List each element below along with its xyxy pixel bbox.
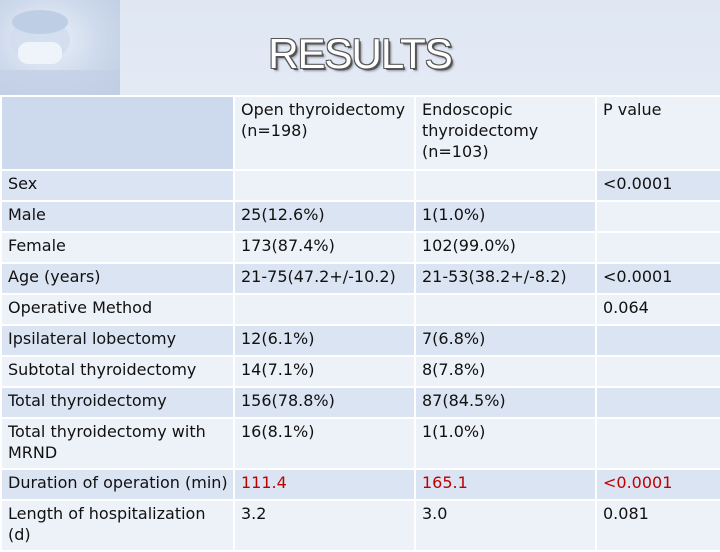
row-endo: 7(6.8%) <box>414 324 597 357</box>
row-p: 0.081 <box>595 499 720 552</box>
surgeon-photo <box>0 0 120 100</box>
row-endo: 3.0 <box>414 499 597 552</box>
header-p-value: P value <box>595 95 720 171</box>
row-p <box>595 200 720 233</box>
table-row: Duration of operation (min) 111.4 165.1 … <box>0 468 720 501</box>
row-label: Sex <box>0 169 235 202</box>
table-row: Total thyroidectomy with MRND 16(8.1%) 1… <box>0 417 720 470</box>
row-p <box>595 386 720 419</box>
row-p: <0.0001 <box>595 262 720 295</box>
page-title: RESULTS <box>268 30 453 77</box>
row-open <box>233 169 416 202</box>
row-label: Total thyroidectomy <box>0 386 235 419</box>
table-header-row: Open thyroidectomy (n=198) Endoscopic th… <box>0 95 720 171</box>
table-row: Sex <0.0001 <box>0 169 720 202</box>
row-endo <box>414 169 597 202</box>
row-open: 111.4 <box>233 468 416 501</box>
table-row: Female 173(87.4%) 102(99.0%) <box>0 231 720 264</box>
row-open: 21-75(47.2+/-10.2) <box>233 262 416 295</box>
table-row: Operative Method 0.064 <box>0 293 720 326</box>
row-open: 25(12.6%) <box>233 200 416 233</box>
row-endo: 102(99.0%) <box>414 231 597 264</box>
table-row: Length of hospitalization (d) 3.2 3.0 0.… <box>0 499 720 552</box>
surgeon-image-icon <box>0 10 120 100</box>
row-endo: 1(1.0%) <box>414 200 597 233</box>
row-endo: 165.1 <box>414 468 597 501</box>
row-label: Total thyroidectomy with MRND <box>0 417 235 470</box>
row-p: 0.064 <box>595 293 720 326</box>
table-row: Age (years) 21-75(47.2+/-10.2) 21-53(38.… <box>0 262 720 295</box>
row-label: Length of hospitalization (d) <box>0 499 235 552</box>
row-label: Ipsilateral lobectomy <box>0 324 235 357</box>
table-row: Total thyroidectomy 156(78.8%) 87(84.5%) <box>0 386 720 419</box>
row-p <box>595 355 720 388</box>
row-open: 3.2 <box>233 499 416 552</box>
row-p: <0.0001 <box>595 468 720 501</box>
row-label: Operative Method <box>0 293 235 326</box>
row-label: Female <box>0 231 235 264</box>
row-label: Duration of operation (min) <box>0 468 235 501</box>
row-p <box>595 231 720 264</box>
row-p <box>595 324 720 357</box>
row-endo: 21-53(38.2+/-8.2) <box>414 262 597 295</box>
row-endo: 87(84.5%) <box>414 386 597 419</box>
row-endo <box>414 293 597 326</box>
row-label: Male <box>0 200 235 233</box>
row-endo: 1(1.0%) <box>414 417 597 470</box>
row-open: 12(6.1%) <box>233 324 416 357</box>
row-label: Age (years) <box>0 262 235 295</box>
row-p <box>595 417 720 470</box>
table-row: Subtotal thyroidectomy 14(7.1%) 8(7.8%) <box>0 355 720 388</box>
row-open <box>233 293 416 326</box>
header-open: Open thyroidectomy (n=198) <box>233 95 416 171</box>
table-row: Ipsilateral lobectomy 12(6.1%) 7(6.8%) <box>0 324 720 357</box>
row-p: <0.0001 <box>595 169 720 202</box>
row-endo: 8(7.8%) <box>414 355 597 388</box>
row-open: 16(8.1%) <box>233 417 416 470</box>
row-open: 156(78.8%) <box>233 386 416 419</box>
table-row: Male 25(12.6%) 1(1.0%) <box>0 200 720 233</box>
results-table: Open thyroidectomy (n=198) Endoscopic th… <box>0 95 720 552</box>
row-open: 173(87.4%) <box>233 231 416 264</box>
header-empty-cell <box>0 95 235 171</box>
row-label: Subtotal thyroidectomy <box>0 355 235 388</box>
header-endoscopic: Endoscopic thyroidectomy (n=103) <box>414 95 597 171</box>
row-open: 14(7.1%) <box>233 355 416 388</box>
